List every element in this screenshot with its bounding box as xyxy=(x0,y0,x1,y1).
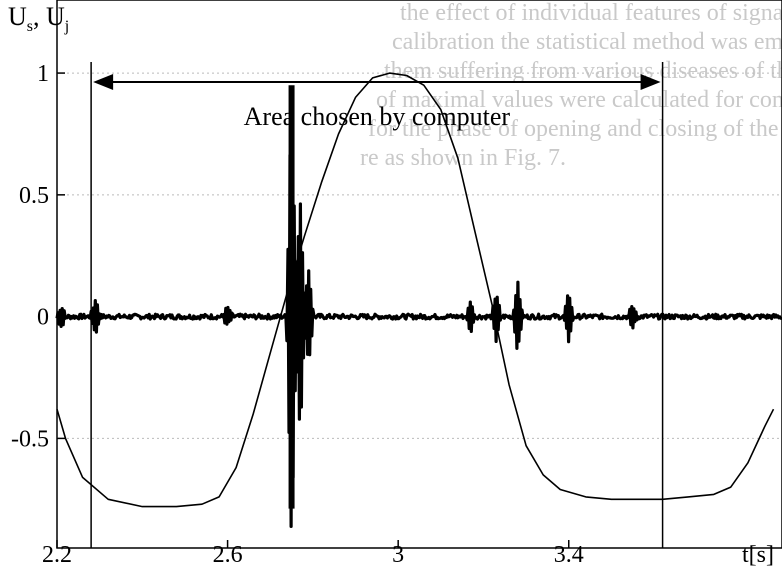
area-arrowhead-left xyxy=(93,74,113,90)
area-label: Area chosen by computer xyxy=(244,102,511,131)
y-tick-label: 0 xyxy=(37,305,49,331)
x-tick-label: 3 xyxy=(392,542,404,568)
y-tick-label: -0.5 xyxy=(11,426,49,452)
bleed-text-line: them suffering from various diseases of … xyxy=(384,58,782,84)
bleed-text-line: calibration the statistical method was e… xyxy=(392,29,782,55)
series-line-thick xyxy=(57,110,782,526)
y-tick-label: 1 xyxy=(37,61,49,87)
y-tick-label: 0.5 xyxy=(19,183,49,209)
y-axis-label: Us, Uj xyxy=(8,2,69,35)
x-tick-label: 3.4 xyxy=(554,542,584,568)
x-tick-label: 2.2 xyxy=(42,542,72,568)
x-tick-label: 2.6 xyxy=(213,542,243,568)
x-axis-label: t[s] xyxy=(742,542,774,568)
x-tick-labels: 2.2 2.6 3 3.4 xyxy=(42,542,584,568)
y-tick-labels: 1 0.5 0 -0.5 xyxy=(11,61,49,452)
bleed-text-line: the effect of individual features of sig… xyxy=(400,0,782,26)
bleed-text-line: re as shown in Fig. 7. xyxy=(360,145,566,171)
